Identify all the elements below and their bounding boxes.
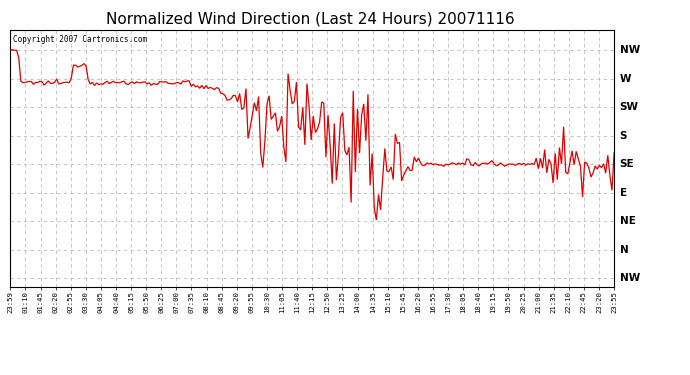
Text: Copyright 2007 Cartronics.com: Copyright 2007 Cartronics.com: [13, 35, 148, 44]
Text: N: N: [620, 245, 629, 255]
Text: E: E: [620, 188, 627, 198]
Text: NE: NE: [620, 216, 635, 226]
Text: W: W: [620, 74, 631, 84]
Text: SE: SE: [620, 159, 634, 169]
Text: S: S: [620, 130, 627, 141]
Text: SW: SW: [620, 102, 639, 112]
Text: NW: NW: [620, 273, 640, 284]
Text: Normalized Wind Direction (Last 24 Hours) 20071116: Normalized Wind Direction (Last 24 Hours…: [106, 11, 515, 26]
Text: NW: NW: [620, 45, 640, 55]
